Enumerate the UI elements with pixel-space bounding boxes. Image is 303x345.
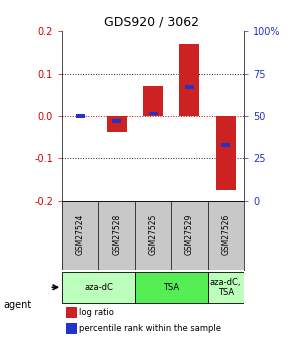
Bar <box>148 111 158 115</box>
Text: TSA: TSA <box>163 283 179 292</box>
Text: log ratio: log ratio <box>79 308 114 317</box>
Bar <box>107 116 127 132</box>
Text: aza-dC: aza-dC <box>84 283 113 292</box>
Bar <box>66 307 77 318</box>
Bar <box>185 85 194 89</box>
Text: GSM27528: GSM27528 <box>112 214 121 255</box>
Text: agent: agent <box>3 300 31 310</box>
Text: GDS920 / 3062: GDS920 / 3062 <box>104 16 199 29</box>
Bar <box>66 323 77 334</box>
Bar <box>216 116 236 190</box>
Text: GSM27529: GSM27529 <box>185 214 194 255</box>
Bar <box>76 114 85 118</box>
Bar <box>179 44 199 116</box>
Text: GSM27525: GSM27525 <box>148 214 158 255</box>
Text: percentile rank within the sample: percentile rank within the sample <box>79 324 221 333</box>
Text: aza-dC,
TSA: aza-dC, TSA <box>210 278 241 297</box>
Text: GSM27526: GSM27526 <box>221 214 230 255</box>
Bar <box>135 273 208 303</box>
Text: GSM27524: GSM27524 <box>76 214 85 255</box>
Bar <box>143 86 163 116</box>
Bar <box>221 143 230 147</box>
Bar <box>112 119 121 123</box>
Bar <box>208 273 244 303</box>
Bar <box>62 273 135 303</box>
